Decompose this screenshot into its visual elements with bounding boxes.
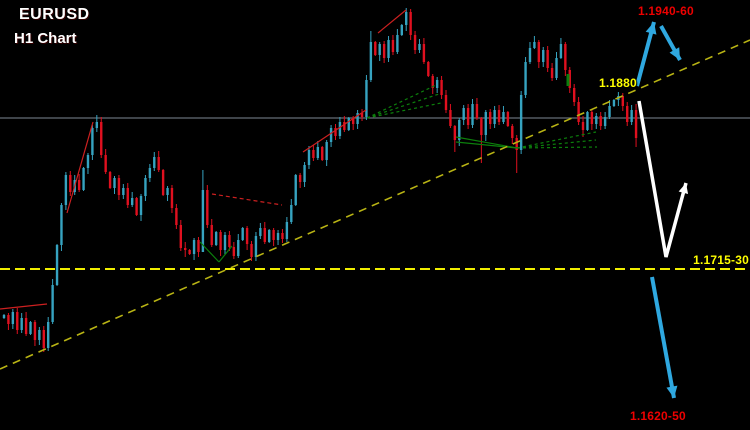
symbol-title: EURUSD [19,6,90,23]
timeframe-title: H1 Chart [14,30,77,47]
chart-title: EURUSD H1 Chart [14,6,90,47]
breakout-level-label: 1.1880 [599,76,637,90]
downside-target-label: 1.1620-50 [630,409,686,423]
resistance-target-label: 1.1940-60 [638,4,694,18]
support-zone-label: 1.1715-30 [693,253,749,267]
